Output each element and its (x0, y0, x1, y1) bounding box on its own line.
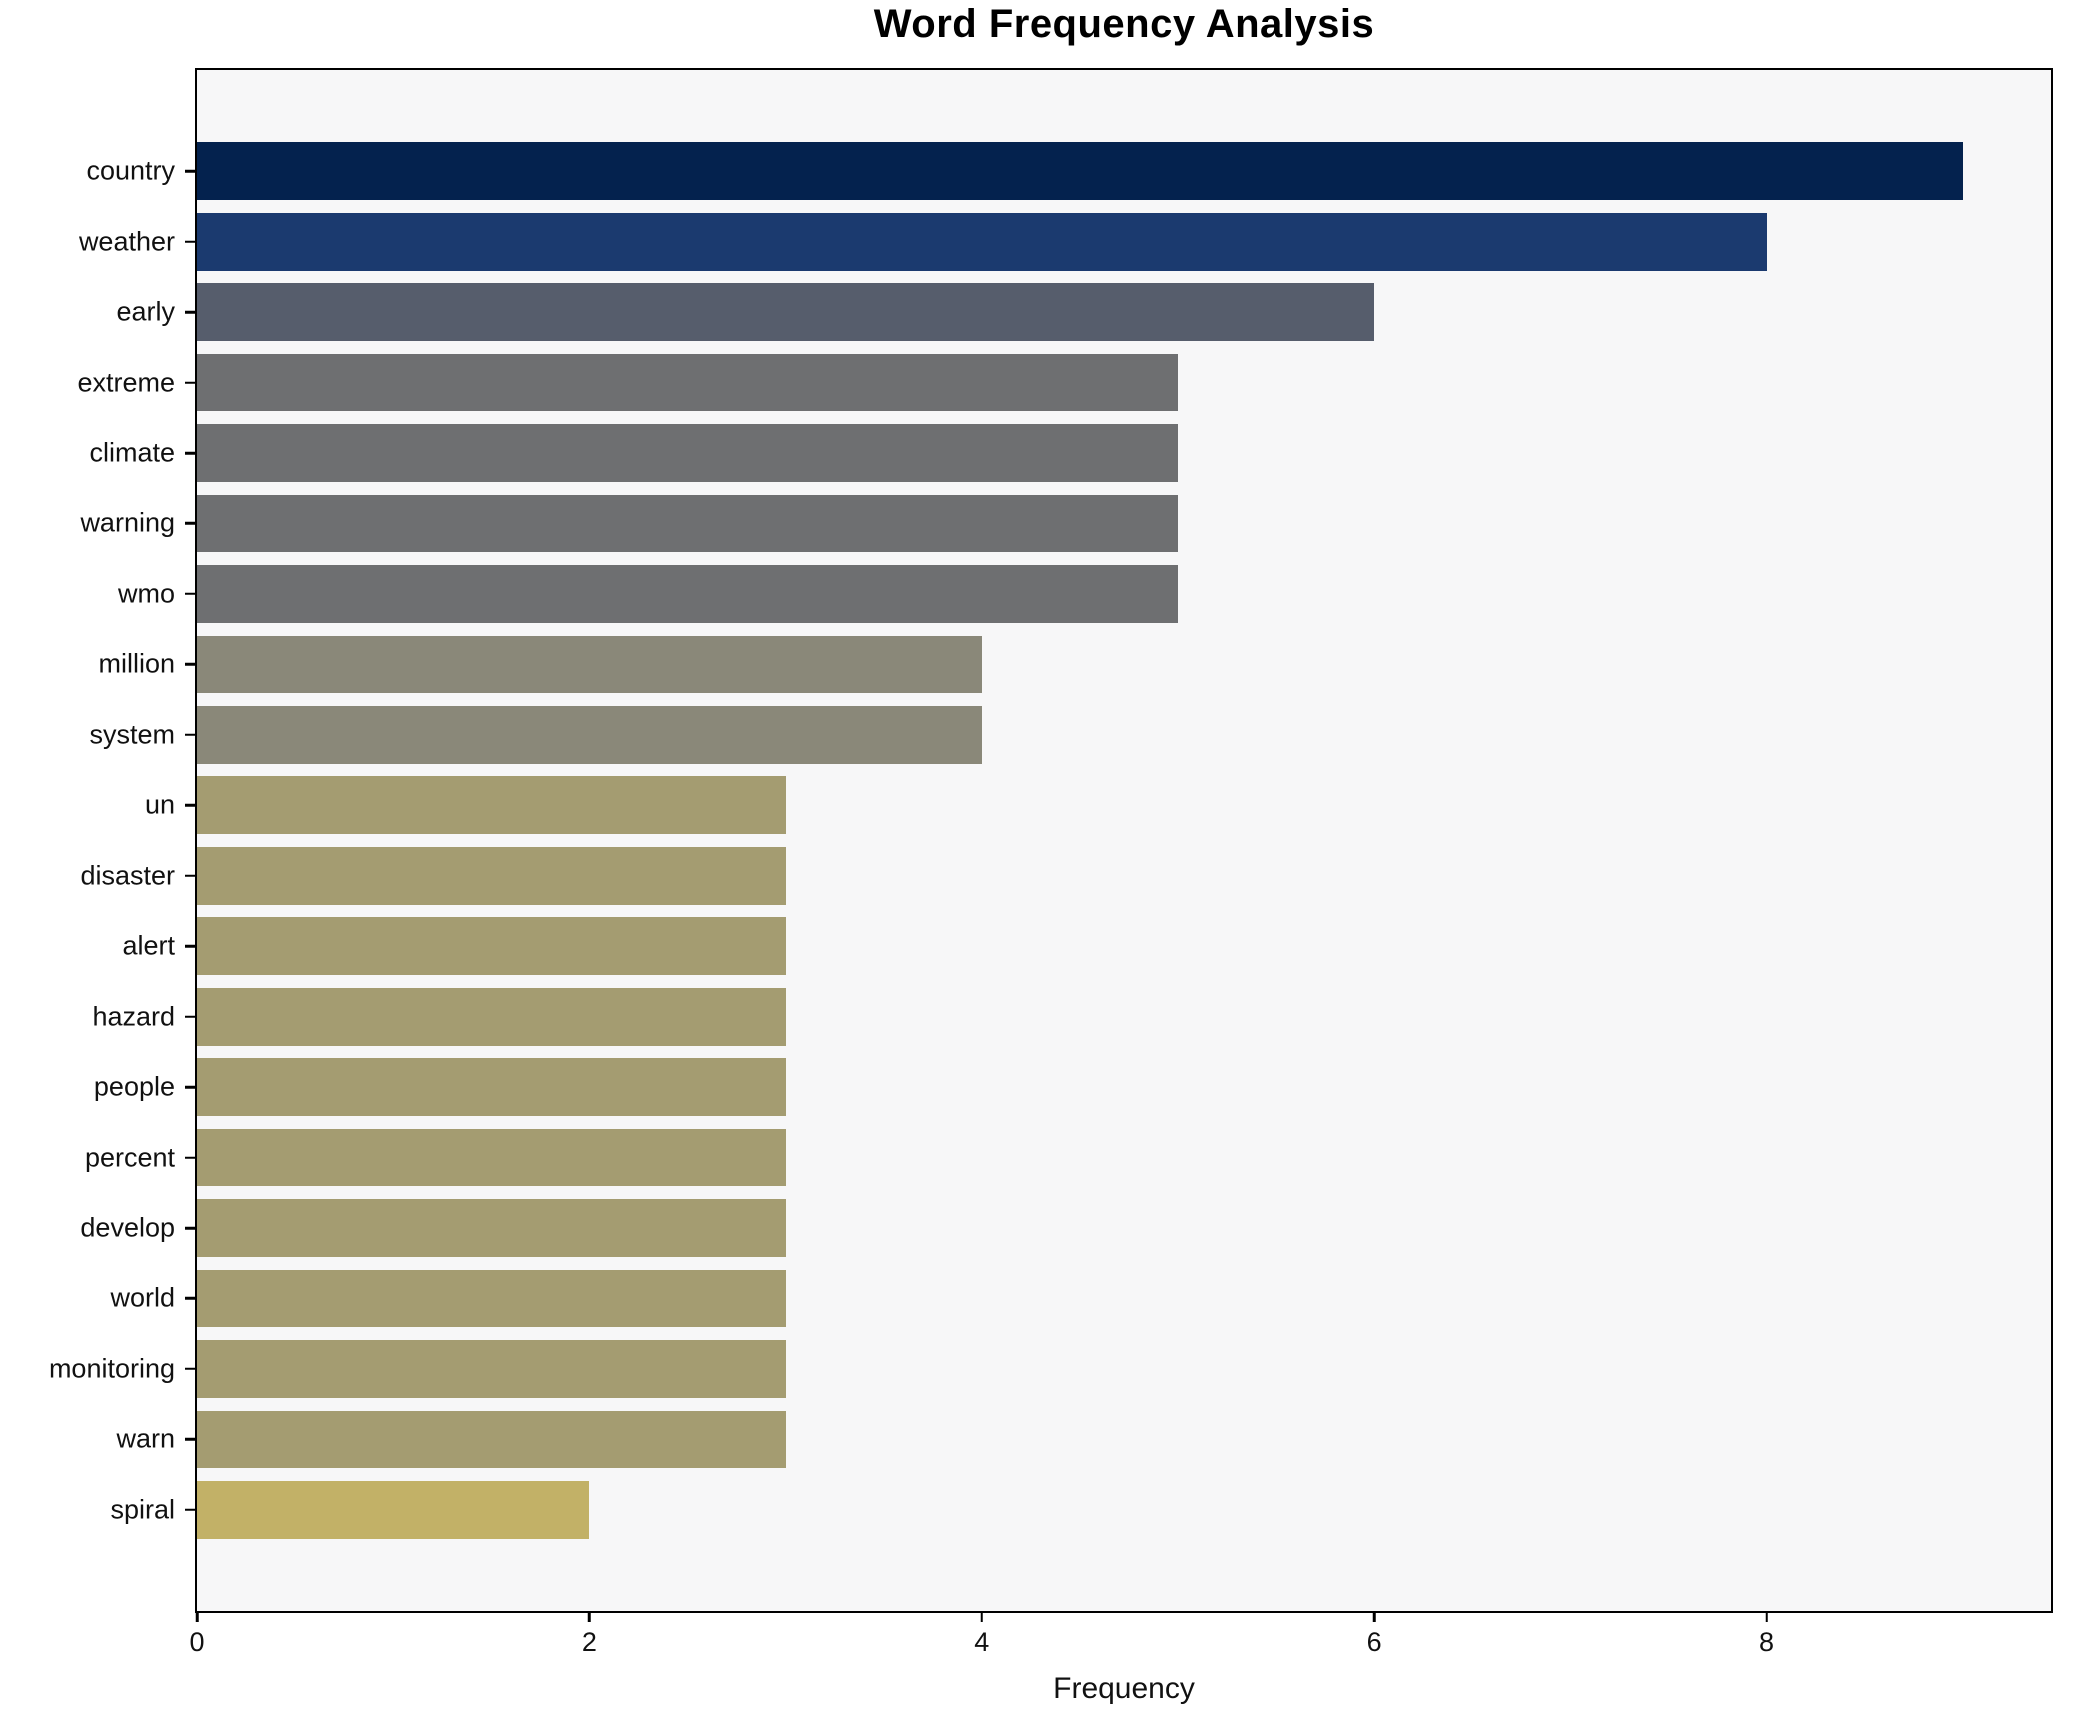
x-axis-title: Frequency (1053, 1672, 1195, 1705)
x-tick (588, 1611, 591, 1622)
bar-row: weather (79, 206, 2051, 276)
y-tick (185, 663, 195, 666)
bar (197, 565, 1178, 623)
y-tick-label: world (110, 1282, 175, 1313)
y-tick-label: monitoring (48, 1353, 175, 1384)
bar (197, 1058, 786, 1116)
bar-row: spiral (110, 1475, 2051, 1545)
y-tick-label: weather (78, 226, 175, 257)
y-tick-label: un (144, 789, 175, 820)
y-tick-label: warn (116, 1423, 175, 1454)
bar-row: un (145, 770, 2051, 840)
bar-row: extreme (77, 347, 2051, 417)
bar (197, 1199, 786, 1257)
y-tick (185, 451, 195, 455)
bar (197, 705, 982, 764)
y-tick-label: wmo (117, 578, 175, 609)
bar (197, 1269, 786, 1328)
x-tick (980, 1611, 983, 1622)
bar (197, 846, 786, 905)
y-tick-label: disaster (80, 860, 175, 891)
y-tick (185, 944, 195, 948)
y-tick-label: percent (84, 1142, 175, 1173)
x-tick (1372, 1611, 1376, 1622)
bar (197, 1410, 786, 1469)
bar (197, 494, 1178, 553)
y-tick (185, 1226, 195, 1230)
bar-row: people (94, 1052, 2051, 1122)
bar-row: percent (85, 1122, 2051, 1192)
bars-container: country weather early extreme climate warning… (49, 136, 2051, 1545)
y-tick-label: climate (89, 437, 175, 468)
bar-row: country (86, 136, 2051, 206)
x-tick-label: 8 (1759, 1627, 1775, 1657)
bar (197, 917, 786, 976)
x-axis-ticks: 0 2 4 6 8 (189, 1611, 2051, 1681)
plot-area: country weather early extreme climate warning… (49, 68, 2053, 1657)
y-tick-label: people (93, 1071, 175, 1102)
bar (197, 142, 1963, 201)
y-tick (185, 522, 195, 525)
bar (197, 212, 1767, 271)
y-tick (185, 169, 195, 173)
y-tick-label: develop (80, 1212, 175, 1243)
bar (197, 353, 1178, 412)
bar-row: develop (80, 1193, 2051, 1263)
x-tick (1765, 1611, 1768, 1622)
x-tick-label: 2 (581, 1627, 597, 1657)
bar (197, 283, 1375, 342)
bar (197, 987, 786, 1046)
y-tick (185, 804, 195, 807)
y-tick (185, 874, 195, 877)
bar-row: world (110, 1263, 2051, 1333)
x-tick-label: 0 (189, 1627, 205, 1657)
x-tick (195, 1611, 199, 1622)
y-tick (185, 381, 195, 384)
y-tick (185, 240, 195, 243)
y-tick (185, 592, 195, 596)
y-tick-label: early (116, 296, 175, 327)
bar-row: alert (122, 911, 2051, 981)
bar-row: disaster (80, 841, 2051, 911)
y-tick-label: hazard (92, 1001, 175, 1032)
y-tick (185, 1438, 195, 1441)
bar-row: warning (80, 488, 2051, 558)
y-tick-label: country (86, 155, 175, 186)
bar-row: wmo (118, 559, 2051, 629)
y-tick-label: million (98, 648, 175, 679)
y-tick (185, 1156, 195, 1159)
bar (197, 1128, 786, 1187)
y-tick-label: extreme (77, 367, 175, 398)
x-tick-label: 6 (1366, 1627, 1382, 1657)
y-tick (185, 1508, 195, 1512)
bar-row: hazard (92, 981, 2051, 1051)
bar (197, 776, 786, 835)
y-tick-label: alert (122, 930, 175, 961)
y-tick (185, 1015, 195, 1018)
y-tick (185, 1367, 195, 1371)
bar (197, 424, 1178, 482)
bar (197, 635, 982, 694)
y-tick-label: spiral (110, 1494, 175, 1525)
bar-row: system (89, 700, 2051, 770)
y-tick (185, 1085, 195, 1089)
y-tick (185, 733, 195, 737)
bar-row: climate (89, 418, 2051, 488)
chart-title: Word Frequency Analysis (873, 2, 1375, 46)
x-tick-label: 4 (974, 1627, 990, 1657)
y-tick-label: system (89, 719, 175, 750)
bar-row: early (116, 277, 2051, 347)
bar (197, 1480, 590, 1539)
y-tick (185, 310, 195, 314)
bar-row: monitoring (49, 1334, 2051, 1404)
y-tick (185, 1297, 195, 1300)
bar-row: million (98, 629, 2051, 699)
bar-row: warn (116, 1404, 2051, 1474)
bar (197, 1340, 786, 1398)
y-tick-label: warning (80, 507, 175, 538)
